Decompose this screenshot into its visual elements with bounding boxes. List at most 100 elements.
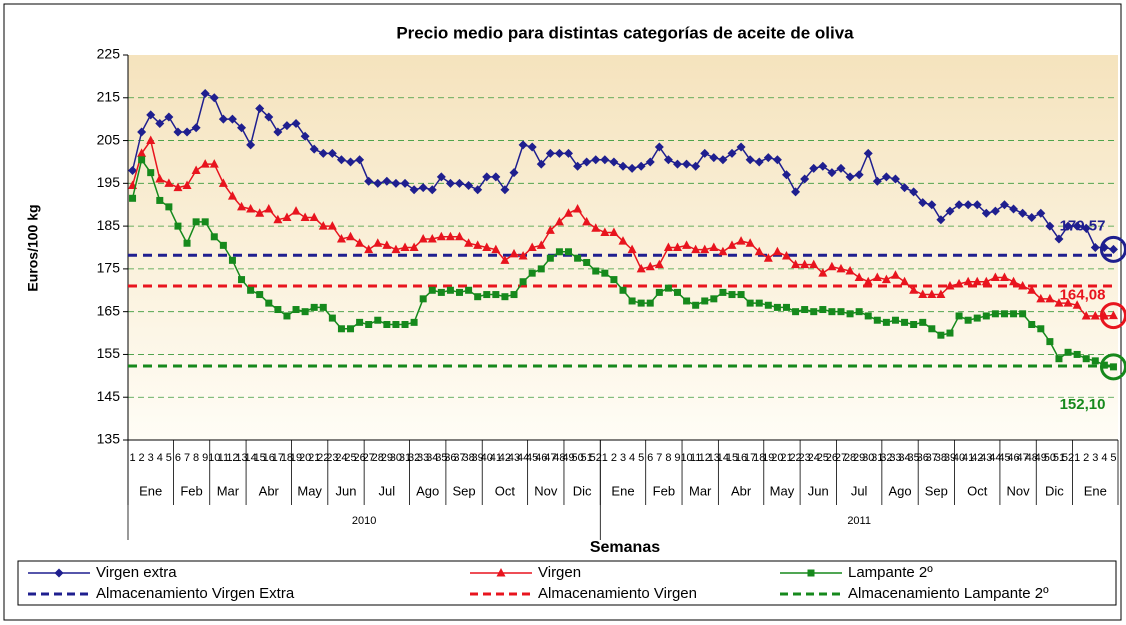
marker	[636, 161, 646, 171]
marker	[427, 185, 437, 195]
marker	[173, 127, 183, 137]
legend-label: Lampante 2º	[848, 564, 933, 581]
marker	[228, 256, 236, 264]
marker	[1000, 310, 1008, 318]
x-tick-label: 28	[844, 452, 856, 464]
marker	[455, 231, 465, 241]
marker	[410, 318, 418, 326]
marker	[645, 157, 655, 167]
x-tick-label: 52	[1062, 452, 1074, 464]
marker	[890, 174, 900, 184]
marker	[564, 208, 574, 217]
month-label: Sep	[925, 483, 948, 498]
marker	[418, 233, 428, 243]
x-tick-label: 12	[226, 452, 238, 464]
x-tick-label: 17	[744, 452, 756, 464]
marker	[519, 278, 527, 286]
marker	[982, 312, 990, 320]
marker	[818, 268, 828, 277]
marker	[536, 240, 546, 249]
marker	[473, 185, 483, 195]
x-tick-label: 2	[1083, 452, 1089, 464]
marker	[1081, 310, 1091, 320]
marker	[672, 159, 682, 169]
marker	[691, 244, 701, 254]
marker	[255, 208, 265, 217]
marker	[565, 248, 573, 256]
month-label: Dic	[1045, 483, 1064, 498]
end-circle	[1099, 235, 1126, 263]
marker	[837, 308, 845, 316]
legend	[17, 560, 1117, 606]
marker	[554, 148, 564, 158]
x-tick-label: 12	[699, 452, 711, 464]
x-tick-label: 5	[638, 452, 644, 464]
marker	[1054, 234, 1064, 244]
marker	[464, 180, 474, 190]
marker	[809, 259, 819, 269]
x-tick-label: 41	[962, 452, 974, 464]
marker	[918, 198, 928, 208]
marker	[291, 118, 301, 128]
marker	[336, 155, 346, 165]
x-tick-label: 42	[499, 452, 511, 464]
x-tick-label: 48	[1026, 452, 1038, 464]
marker	[173, 182, 183, 192]
marker	[654, 259, 664, 269]
marker	[709, 242, 719, 251]
x-tick-label: 21	[308, 452, 320, 464]
marker	[283, 312, 291, 320]
marker	[718, 246, 728, 256]
marker	[855, 308, 863, 316]
marker	[936, 215, 946, 225]
x-tick-label: 35	[908, 452, 920, 464]
x-tick-label: 14	[717, 452, 729, 464]
x-tick-label: 6	[175, 452, 181, 464]
month-label: Abr	[731, 483, 752, 498]
marker	[483, 291, 491, 299]
x-tick-label: 48	[553, 452, 565, 464]
marker	[501, 293, 509, 301]
marker	[319, 303, 327, 311]
marker	[246, 204, 256, 213]
x-tick-label: 13	[235, 452, 247, 464]
marker	[445, 178, 455, 188]
marker	[1055, 355, 1063, 363]
marker	[456, 288, 464, 296]
marker	[382, 176, 392, 186]
y-tick-label: 165	[97, 302, 121, 318]
marker	[536, 159, 546, 169]
marker	[1063, 298, 1073, 307]
marker	[609, 157, 619, 167]
marker	[918, 289, 928, 299]
marker	[464, 238, 474, 247]
marker	[745, 238, 755, 247]
marker	[445, 231, 455, 241]
x-tick-label: 10	[208, 452, 220, 464]
marker	[1073, 350, 1081, 358]
marker	[500, 185, 510, 195]
marker	[209, 93, 219, 103]
marker	[881, 274, 891, 284]
marker	[927, 200, 937, 210]
x-tick-label: 5	[1110, 452, 1116, 464]
marker	[1045, 221, 1055, 231]
y-tick-label: 225	[97, 46, 121, 62]
marker	[300, 131, 310, 141]
marker	[554, 216, 564, 226]
marker	[963, 276, 973, 286]
marker	[446, 286, 454, 294]
x-tick-label: 26	[353, 452, 365, 464]
marker	[700, 148, 710, 158]
legend-label: Virgen extra	[96, 564, 177, 581]
marker	[846, 310, 854, 318]
marker	[156, 196, 164, 204]
marker	[409, 185, 419, 195]
x-tick-label: 31	[871, 452, 883, 464]
marker	[219, 241, 227, 249]
x-tick-label: 50	[1044, 452, 1056, 464]
marker	[1108, 244, 1118, 254]
month-label: Mar	[217, 483, 240, 498]
x-tick-label: 18	[753, 452, 765, 464]
marker	[355, 238, 365, 247]
